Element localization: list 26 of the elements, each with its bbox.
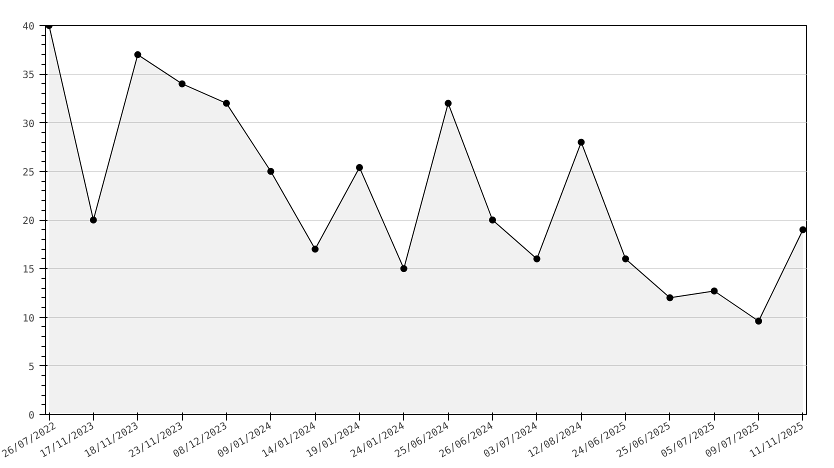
- point: [578, 138, 585, 146]
- y-tick-label: 40: [22, 22, 35, 32]
- point: [799, 226, 806, 234]
- point: [444, 100, 452, 107]
- point: [489, 216, 496, 224]
- y-tick-label: 20: [22, 216, 35, 227]
- point: [178, 80, 186, 88]
- point: [622, 255, 630, 262]
- y-tick-label: 25: [22, 167, 35, 178]
- point: [356, 164, 363, 171]
- point: [710, 288, 718, 294]
- y-tick-label: 0: [28, 410, 35, 422]
- point: [222, 100, 230, 107]
- point: [533, 255, 540, 262]
- y-tick-label: 5: [28, 362, 35, 373]
- point: [267, 168, 274, 175]
- y-tick-label: 15: [22, 264, 35, 276]
- point: [134, 51, 142, 58]
- y-tick-label: 35: [22, 70, 35, 82]
- point: [400, 265, 408, 272]
- y-tick-label: 30: [22, 118, 35, 130]
- point: [90, 216, 97, 224]
- point: [312, 246, 319, 253]
- point: [666, 294, 674, 302]
- point: [755, 318, 762, 325]
- y-tick-label: 10: [22, 313, 35, 324]
